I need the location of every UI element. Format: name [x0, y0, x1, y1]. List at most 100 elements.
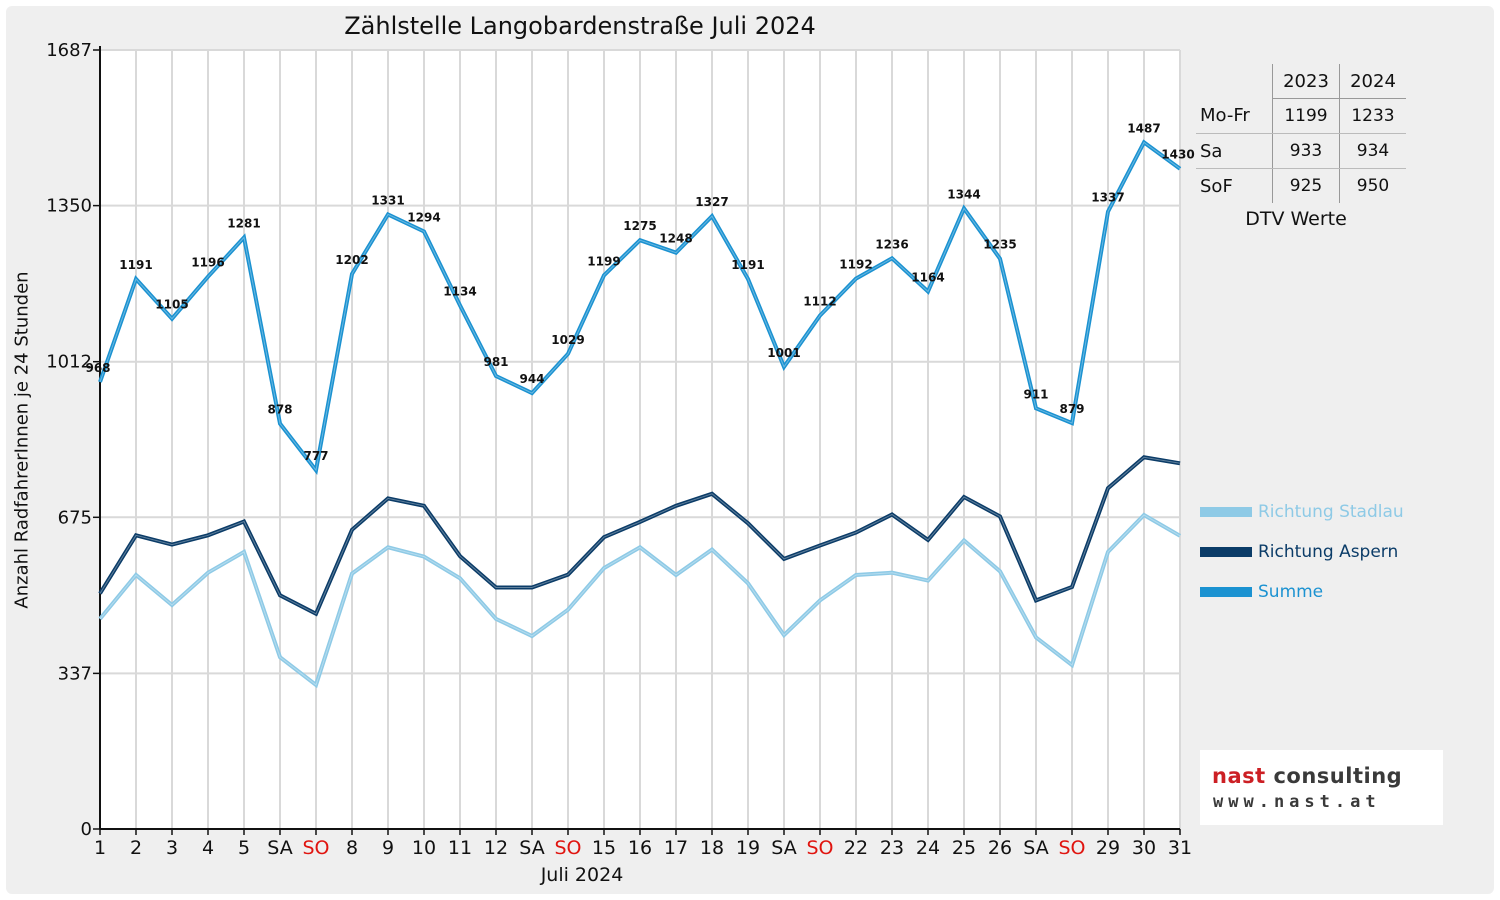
legend-item-summe: Summe — [1200, 572, 1404, 612]
data-label: 1248 — [659, 232, 692, 246]
legend-item-aspern: Richtung Aspern — [1200, 532, 1404, 572]
dtv-value: 1233 — [1339, 98, 1406, 134]
x-tick-label: 12 — [484, 837, 508, 859]
x-tick-label: 29 — [1096, 837, 1120, 859]
series-line-highlight-0 — [99, 514, 1181, 686]
y-tick-label: 0 — [81, 819, 92, 840]
y-tick-label: 337 — [58, 663, 92, 684]
y-tick-label: 1687 — [46, 40, 92, 61]
x-tick-label: 16 — [628, 837, 652, 859]
dtv-row-label: Mo-Fr — [1196, 98, 1273, 134]
dtv-header-empty — [1196, 64, 1273, 99]
data-label: 1487 — [1127, 121, 1160, 135]
x-tick-label: SO — [554, 837, 581, 859]
data-label: 878 — [267, 403, 292, 417]
x-tick-label: 8 — [346, 837, 358, 859]
data-label: 1164 — [911, 271, 944, 285]
data-label: 1344 — [947, 187, 980, 201]
data-label: 1281 — [227, 216, 260, 230]
x-tick-label: 1 — [94, 837, 106, 859]
data-label: 1337 — [1091, 191, 1124, 205]
data-label: 1196 — [191, 256, 224, 270]
x-tick-label: 11 — [448, 837, 472, 859]
data-label: 1191 — [119, 258, 152, 272]
x-tick-label: 3 — [166, 837, 178, 859]
chart-legend: Richtung Stadlau Richtung Aspern Summe — [1200, 492, 1404, 612]
x-tick-label: 17 — [664, 837, 688, 859]
data-label: 968 — [85, 361, 110, 375]
x-tick-label: 30 — [1132, 837, 1156, 859]
y-tick-label: 1350 — [46, 196, 92, 217]
data-label: 1235 — [983, 238, 1016, 252]
x-tick-label: 4 — [202, 837, 214, 859]
dtv-value: 950 — [1339, 168, 1406, 203]
dtv-table: 2023 2024 Mo-Fr 1199 1233 Sa 933 934 SoF… — [1196, 64, 1406, 203]
x-tick-label: 26 — [988, 837, 1012, 859]
x-tick-label: SA — [1023, 837, 1048, 859]
data-label: 1430 — [1161, 148, 1194, 162]
dtv-value: 934 — [1339, 133, 1406, 169]
data-label: 1192 — [839, 258, 872, 272]
dtv-value: 1199 — [1272, 98, 1340, 134]
dtv-header-2023: 2023 — [1272, 64, 1340, 99]
data-label: 1202 — [335, 253, 368, 267]
data-label: 944 — [519, 372, 544, 386]
y-tick-label: 1012 — [46, 352, 92, 373]
legend-label: Richtung Stadlau — [1258, 502, 1404, 522]
data-label: 1199 — [587, 254, 620, 268]
x-tick-label: SO — [806, 837, 833, 859]
legend-item-stadlau: Richtung Stadlau — [1200, 492, 1404, 532]
data-label: 1029 — [551, 333, 584, 347]
data-label: 1001 — [767, 346, 800, 360]
x-tick-label: SO — [1058, 837, 1085, 859]
x-tick-label: 18 — [700, 837, 724, 859]
x-tick-label: 5 — [238, 837, 250, 859]
x-tick-label: SO — [302, 837, 329, 859]
data-label: 1236 — [875, 237, 908, 251]
chart-title: Zählstelle Langobardenstraße Juli 2024 — [344, 12, 816, 40]
logo-url: www.nast.at — [1213, 792, 1381, 812]
data-label: 1294 — [407, 210, 440, 224]
data-label: 1105 — [155, 298, 188, 312]
legend-swatch — [1200, 507, 1252, 517]
data-label: 1134 — [443, 284, 476, 298]
x-tick-label: 15 — [592, 837, 616, 859]
series-line-highlight-2 — [99, 141, 1181, 472]
x-tick-label: 24 — [916, 837, 940, 859]
x-tick-label: 19 — [736, 837, 760, 859]
x-tick-label: SA — [771, 837, 796, 859]
dtv-header-2024: 2024 — [1339, 64, 1406, 99]
data-label: 1275 — [623, 219, 656, 233]
data-label: 981 — [483, 355, 508, 369]
data-label: 1112 — [803, 295, 836, 309]
x-tick-label: 25 — [952, 837, 976, 859]
x-tick-label: 2 — [130, 837, 142, 859]
legend-swatch — [1200, 587, 1252, 597]
logo-word-nast: nast — [1212, 764, 1266, 788]
x-tick-label: 9 — [382, 837, 394, 859]
legend-swatch — [1200, 547, 1252, 557]
dtv-row-label: SoF — [1200, 175, 1233, 197]
dtv-row-label: Sa — [1196, 133, 1273, 169]
x-tick-label: 23 — [880, 837, 904, 859]
x-tick-label: 22 — [844, 837, 868, 859]
y-tick-label: 675 — [58, 507, 92, 528]
legend-label: Richtung Aspern — [1258, 542, 1399, 562]
data-label: 1331 — [371, 193, 404, 207]
dtv-value: 933 — [1272, 133, 1340, 169]
company-logo: nast consulting www.nast.at — [1200, 750, 1443, 825]
series-line-2 — [98, 139, 1182, 475]
x-tick-label: SA — [519, 837, 544, 859]
legend-label: Summe — [1258, 582, 1324, 602]
series-line-0 — [98, 512, 1182, 689]
dtv-value: 925 — [1272, 168, 1340, 203]
dtv-caption: DTV Werte — [1245, 208, 1347, 230]
data-label: 879 — [1059, 402, 1084, 416]
logo-word-consulting: consulting — [1273, 764, 1403, 788]
x-tick-label: 10 — [412, 837, 436, 859]
data-label: 777 — [303, 449, 328, 463]
data-label: 1191 — [731, 258, 764, 272]
data-label: 911 — [1023, 387, 1048, 401]
data-label: 1327 — [695, 195, 728, 209]
series-line-highlight-1 — [99, 456, 1181, 615]
